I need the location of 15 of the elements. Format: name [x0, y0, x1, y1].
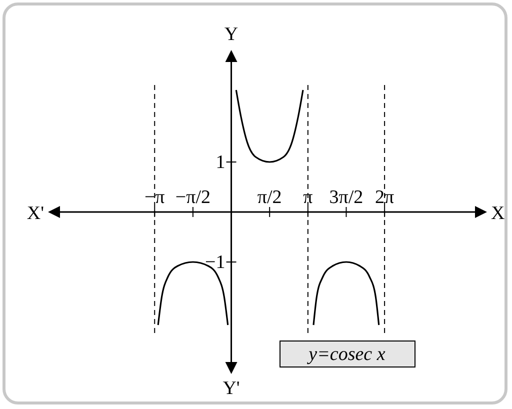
text: X' [26, 203, 44, 224]
annotation: y=cosec x [306, 344, 386, 365]
x-tick-label: −π [144, 187, 166, 208]
y-tick-label: −1 [205, 252, 226, 273]
text: Y' [222, 378, 240, 399]
line-series [312, 261, 380, 326]
x-tick-label: π [303, 187, 314, 208]
x-axis-title: X [491, 203, 505, 224]
x-tick-label: π/2 [257, 187, 282, 208]
x-tick-label: 2π [375, 187, 395, 208]
y-tick-label: 1 [216, 152, 226, 173]
line-series [235, 89, 304, 163]
y-axis-title: Y [224, 24, 238, 45]
x-tick-label: −π/2 [175, 187, 210, 208]
x-tick-label: 3π/2 [329, 187, 364, 208]
